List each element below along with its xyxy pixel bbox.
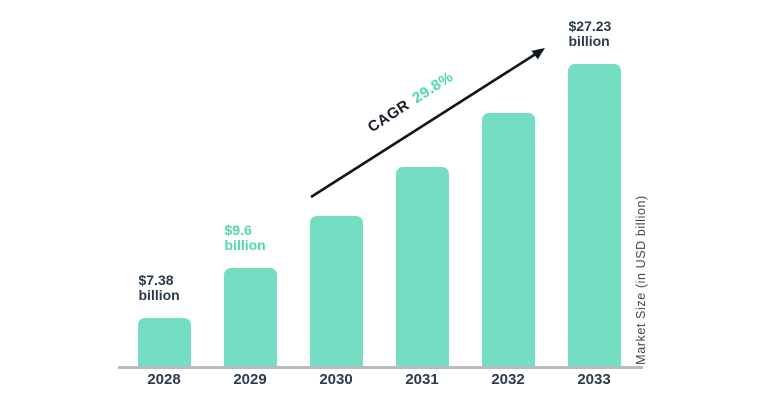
value-label-2028: $7.38 billion [138,272,180,303]
bar-2029 [223,268,277,367]
cagr-annotation: CAGR29.8% [364,68,457,136]
x-tick-2028: 2028 [147,371,181,388]
x-axis-line [118,366,643,369]
cagr-label: CAGR [364,96,413,136]
bar-2033 [567,64,621,367]
value-label-2029: $9.6 billion [224,222,266,253]
bar-2028 [137,318,191,367]
x-tick-2029: 2029 [233,371,267,388]
x-tick-2033: 2033 [577,371,611,388]
bar-2030 [309,216,363,367]
x-tick-2032: 2032 [491,371,525,388]
x-tick-2031: 2031 [405,371,439,388]
x-tick-2030: 2030 [319,371,353,388]
cagr-value: 29.8% [409,68,457,108]
bar-2031 [395,167,449,367]
value-label-2033: $27.23 billion [568,18,612,49]
y-axis-label: Market Size (in USD billion) [634,195,648,365]
bar-2032 [481,113,535,367]
